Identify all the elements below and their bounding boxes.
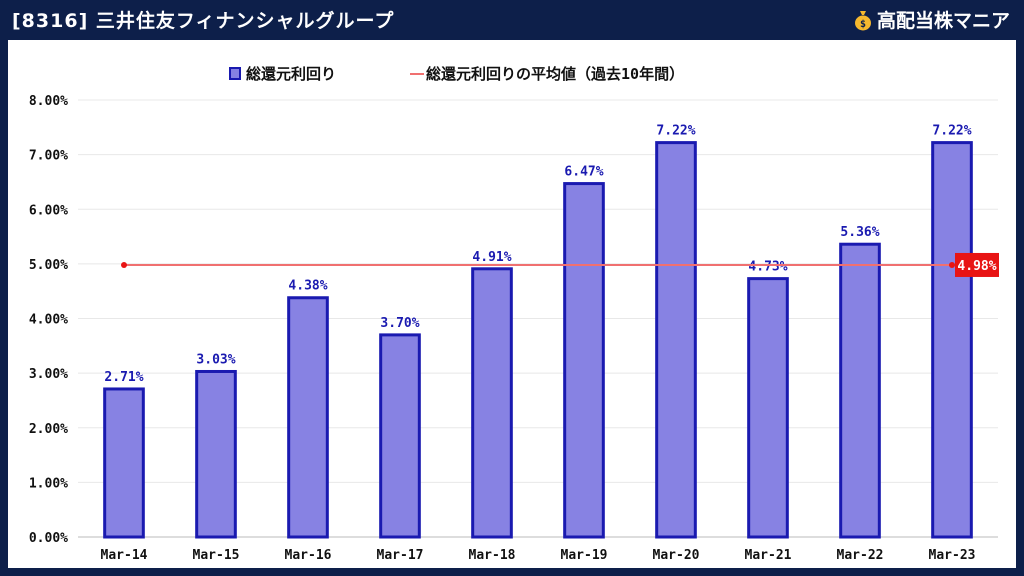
data-label: 2.71% (104, 370, 143, 385)
bar (839, 242, 881, 539)
bar (195, 369, 237, 539)
data-label: 3.70% (380, 316, 419, 331)
brand-name: 高配当株マニア (876, 10, 1010, 32)
y-tick-label: 1.00% (29, 476, 68, 491)
chart-panel: 0.00% 1.00% 2.00% 3.00% 4.00% 5.00% 6.00% 7.00%… (8, 40, 1016, 568)
y-tick-label: 2.00% (29, 422, 68, 437)
data-label: 6.47% (564, 165, 603, 180)
x-tick-label: Mar-22 (837, 548, 884, 563)
legend-bar-label: 総還元利回り (246, 65, 336, 83)
x-tick-label: Mar-14 (101, 548, 148, 563)
x-tick-label: Mar-18 (469, 548, 516, 563)
x-tick-label: Mar-15 (193, 548, 240, 563)
bar (471, 267, 513, 539)
bar (931, 141, 973, 539)
x-tick-label: Mar-16 (285, 548, 332, 563)
bar (379, 333, 421, 539)
x-tick-label: Mar-21 (745, 548, 792, 563)
data-label: 7.22% (932, 124, 971, 139)
y-tick-label: 8.00% (29, 94, 68, 109)
average-line-start-marker (121, 261, 127, 268)
data-label: 3.03% (196, 352, 235, 367)
legend-bar-swatch (229, 67, 241, 80)
average-label-box (955, 252, 999, 277)
bar (655, 141, 697, 539)
svg-text:$: $ (860, 19, 866, 30)
y-tick-label: 3.00% (29, 367, 68, 382)
average-line-end-marker (949, 261, 955, 268)
x-tick-label: Mar-23 (929, 548, 976, 563)
average-label: 4.98% (957, 259, 996, 274)
y-tick-label: 0.00% (29, 531, 68, 546)
header-bar: [8316] 三井住友フィナンシャルグループ $ 高配当株マニア (0, 0, 1024, 40)
bar (103, 387, 145, 539)
y-tick-label: 5.00% (29, 258, 68, 273)
data-label: 4.91% (472, 250, 511, 265)
data-label: 5.36% (840, 225, 879, 240)
brand-logo: $ 高配当株マニア (853, 6, 1010, 33)
data-label: 4.38% (288, 279, 327, 294)
bar (563, 182, 605, 539)
x-tick-label: Mar-19 (561, 548, 608, 563)
x-tick-label: Mar-20 (653, 548, 700, 563)
chart-title: [8316] 三井住友フィナンシャルグループ (12, 10, 395, 32)
bar (747, 277, 789, 539)
bar-chart: 0.00% 1.00% 2.00% 3.00% 4.00% 5.00% 6.00% 7.00%… (29, 65, 999, 563)
y-tick-label: 6.00% (29, 203, 68, 218)
bar (287, 296, 329, 539)
y-tick-label: 7.00% (29, 149, 68, 164)
y-tick-label: 4.00% (29, 313, 68, 328)
legend-line-label: 総還元利回りの平均値（過去10年間） (426, 65, 684, 83)
money-bag-icon: $ (854, 10, 871, 30)
data-label: 4.73% (748, 260, 787, 275)
data-label: 7.22% (656, 124, 695, 139)
x-tick-label: Mar-17 (377, 548, 424, 563)
